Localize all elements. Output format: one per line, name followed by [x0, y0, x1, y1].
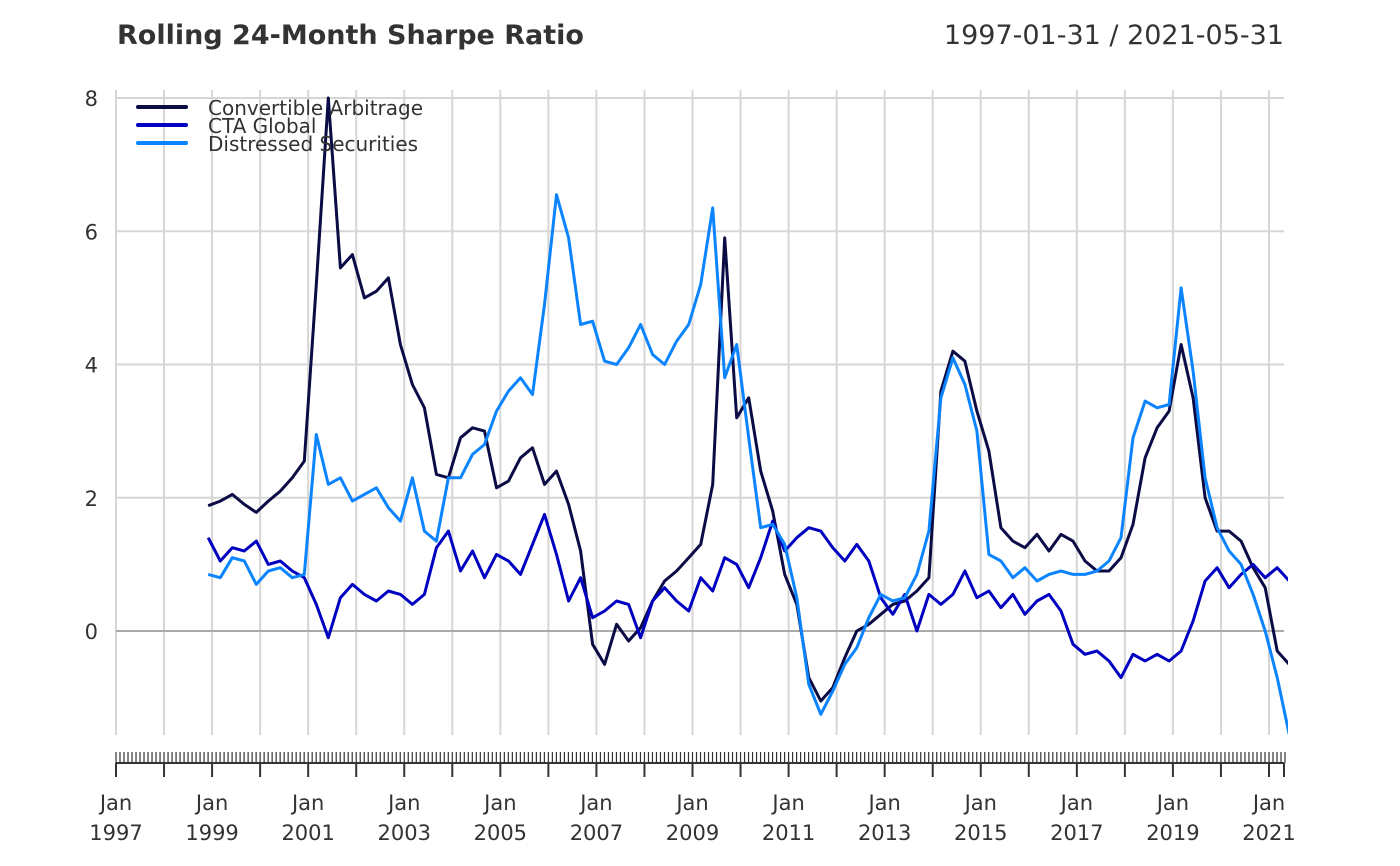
- series-line-cta-global: [206, 512, 1288, 680]
- x-tick-label-year: 2019: [1146, 821, 1199, 845]
- chart-title: Rolling 24-Month Sharpe Ratio: [117, 20, 584, 51]
- x-tick-label-month: Jan: [770, 791, 804, 815]
- series-lines: [206, 96, 1288, 735]
- x-tick-label-month: Jan: [1251, 791, 1285, 815]
- x-tick-label-year: 2001: [281, 821, 334, 845]
- x-tick-label-year: 2015: [954, 821, 1007, 845]
- x-tick-label-month: Jan: [866, 791, 900, 815]
- x-tick-label-year: 2011: [762, 821, 815, 845]
- x-tick-label-month: Jan: [98, 791, 132, 815]
- x-tick-label-year: 2003: [378, 821, 431, 845]
- x-tick-label-year: 1997: [89, 821, 142, 845]
- legend-label: Convertible Arbitrage: [208, 96, 423, 120]
- x-axis: Jan 1997 Jan 1999 Jan 2001 Jan 2003 Jan 2005 Jan 20…: [89, 752, 1296, 845]
- x-tick-label-month: Jan: [194, 791, 228, 815]
- y-tick-label: 2: [85, 487, 98, 511]
- x-tick-label-month: Jan: [963, 791, 997, 815]
- x-tick-label-month: Jan: [578, 791, 612, 815]
- legend-label: CTA Global: [208, 114, 316, 138]
- x-tick-label-month: Jan: [1059, 791, 1093, 815]
- x-tick-label-year: 2009: [666, 821, 719, 845]
- x-tick-label-month: Jan: [674, 791, 708, 815]
- x-tick-label-month: Jan: [290, 791, 324, 815]
- x-tick-label-year: 2017: [1050, 821, 1103, 845]
- date-range-label: 1997-01-31 / 2021-05-31: [943, 20, 1284, 51]
- x-tick-label-month: Jan: [386, 791, 420, 815]
- x-tick-label-year: 1999: [185, 821, 238, 845]
- y-tick-label: 4: [85, 354, 98, 378]
- series-line-convertible-arbitrage: [207, 96, 1288, 703]
- x-tick-label-year: 2013: [858, 821, 911, 845]
- y-tick-label: 6: [85, 220, 98, 244]
- x-tick-label-year: 2005: [474, 821, 527, 845]
- x-tick-label-month: Jan: [482, 791, 516, 815]
- y-tick-label: 0: [85, 620, 98, 644]
- grid: [115, 90, 1284, 735]
- y-tick-label: 8: [85, 87, 98, 111]
- x-tick-label-month: Jan: [1155, 791, 1189, 815]
- y-axis: 0 2 4 6 8: [85, 87, 98, 644]
- x-tick-label-year: 2007: [570, 821, 623, 845]
- legend-label: Distressed Securities: [208, 132, 418, 156]
- series-line-distressed-securities: [207, 193, 1288, 735]
- x-tick-label-year: 2021: [1242, 821, 1295, 845]
